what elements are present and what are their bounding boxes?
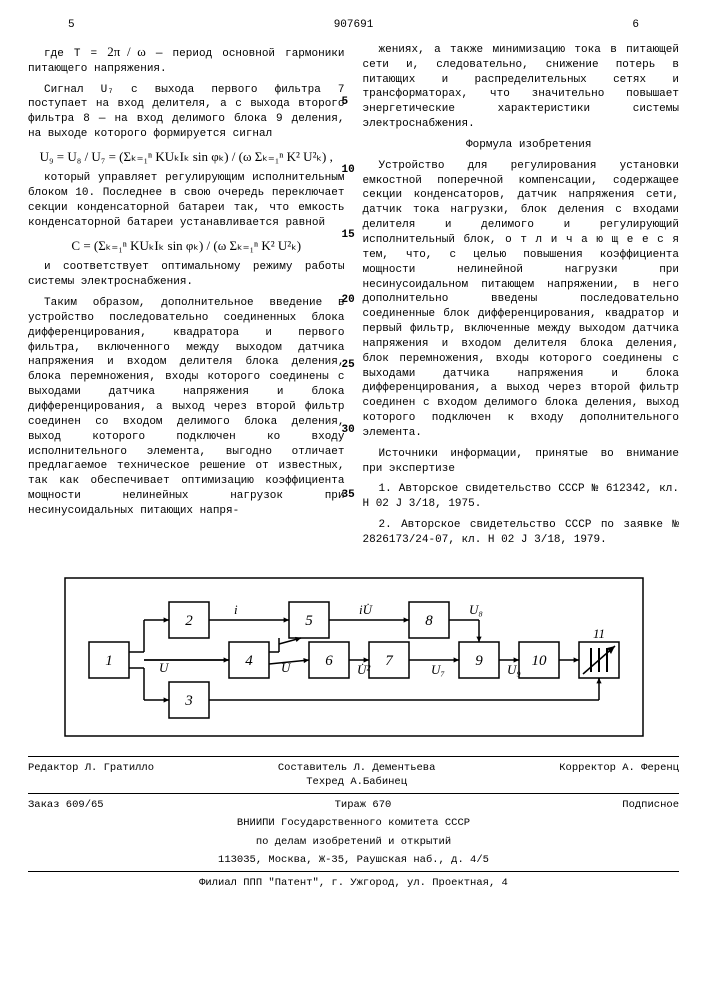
svg-text:4: 4 <box>245 653 253 669</box>
svg-text:iU̇: iU̇ <box>359 602 374 617</box>
page-num-right: 6 <box>632 18 639 33</box>
subscription: Подписное <box>622 798 679 812</box>
sources-title: Источники информации, принятые во вниман… <box>363 447 680 477</box>
claim-text: Устройство для регулирования установки е… <box>363 159 680 441</box>
line-marker: 20 <box>342 293 355 308</box>
svg-text:2: 2 <box>185 613 193 629</box>
line-marker: 30 <box>342 423 355 438</box>
line-marker: 25 <box>342 358 355 373</box>
formula-c: C = (Σₖ₌₁ⁿ KUₖIₖ sin φₖ) / (ω Σₖ₌₁ⁿ K² U… <box>28 237 345 255</box>
line-marker: 15 <box>342 228 355 243</box>
svg-text:5: 5 <box>305 613 313 629</box>
svg-text:3: 3 <box>184 693 193 709</box>
svg-text:7: 7 <box>385 653 394 669</box>
publisher-addr: 113035, Москва, Ж-35, Раушская наб., д. … <box>28 853 679 867</box>
svg-text:10: 10 <box>531 653 547 669</box>
svg-text:U̇: U̇ <box>281 660 292 675</box>
para: где Т = 2π / ω — период основной гармони… <box>28 43 345 77</box>
para: который управляет регулирующим исполните… <box>28 171 345 230</box>
doc-number: 907691 <box>334 19 374 31</box>
editor: Редактор Л. Гратилло <box>28 761 154 789</box>
source-ref: 2. Авторское свидетельство СССР по заявк… <box>363 518 680 548</box>
compiler: Составитель Л. Дементьева Техред А.Бабин… <box>278 761 436 789</box>
corrector: Корректор А. Ференц <box>559 761 679 789</box>
svg-text:i: i <box>234 602 238 617</box>
svg-text:U₉: U₉ <box>507 662 521 677</box>
branch-addr: Филиал ППП "Патент", г. Ужгород, ул. Про… <box>28 876 679 890</box>
svg-text:U₇: U₇ <box>431 662 445 677</box>
order-no: Заказ 609/65 <box>28 798 104 812</box>
publisher: ВНИИПИ Государственного комитета СССР <box>28 816 679 830</box>
imprint: Редактор Л. Гратилло Составитель Л. Деме… <box>28 756 679 890</box>
svg-text:1: 1 <box>105 653 113 669</box>
print-run: Тираж 670 <box>335 798 392 812</box>
publisher-dept: по делам изобретений и открытий <box>28 835 679 849</box>
line-marker: 35 <box>342 488 355 503</box>
svg-text:U: U <box>159 660 170 675</box>
block-diagram: 1 2 3 4 5 6 7 8 9 10 11 i U U̇ iU̇ U̇² U₇ U₈ U₉ <box>59 572 649 742</box>
line-marker: 10 <box>342 163 355 178</box>
claim-title: Формула изобретения <box>363 138 680 153</box>
svg-text:9: 9 <box>475 653 483 669</box>
para: Сигнал U₇ с выхода первого фильтра 7 пос… <box>28 83 345 142</box>
para: Таким образом, дополнительное введение в… <box>28 296 345 519</box>
line-marker: 5 <box>342 95 349 110</box>
right-column: жениях, а также минимизацию тока в питаю… <box>363 43 680 554</box>
formula-u9: U₉ = U₈ / U₇ = (Σₖ₌₁ⁿ KUₖIₖ sin φₖ) / (ω… <box>28 148 345 166</box>
para: жениях, а также минимизацию тока в питаю… <box>363 43 680 132</box>
page-num-left: 5 <box>68 18 75 33</box>
page-header: 5 907691 6 <box>28 18 679 33</box>
left-column: где Т = 2π / ω — период основной гармони… <box>28 43 345 554</box>
svg-text:8: 8 <box>425 613 433 629</box>
svg-text:U̇²: U̇² <box>357 662 371 677</box>
svg-text:U₈: U₈ <box>469 602 483 617</box>
source-ref: 1. Авторское свидетельство СССР № 612342… <box>363 482 680 512</box>
para: и соответствует оптимальному режиму рабо… <box>28 260 345 290</box>
svg-text:6: 6 <box>325 653 333 669</box>
svg-text:11: 11 <box>592 626 604 641</box>
